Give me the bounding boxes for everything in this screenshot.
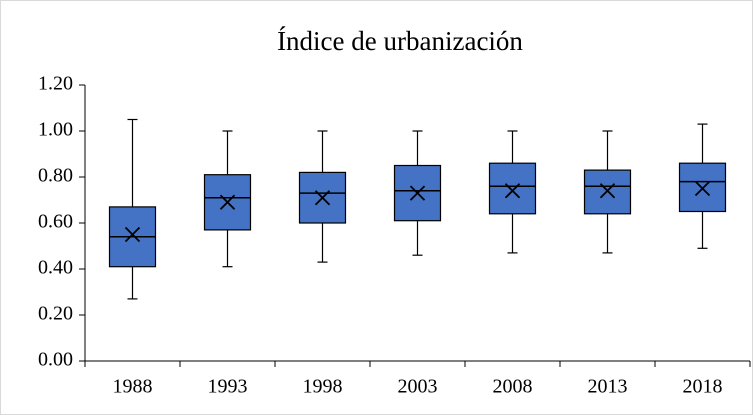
mean-marker [409,185,426,201]
y-tick-label: 1.00 [38,119,73,141]
x-tick-label: 2018 [683,376,723,398]
y-tick-label: 0.40 [38,257,73,279]
x-tick-label: 2013 [588,376,628,398]
y-tick-label: 1.20 [38,73,73,95]
mean-marker [504,183,521,199]
x-tick-label: 2008 [493,376,533,398]
mean-marker [219,194,236,210]
x-tick-label: 1988 [113,376,153,398]
x-tick-label: 2003 [398,376,438,398]
box [488,162,537,215]
chart-title: Índice de urbanización [277,26,523,56]
y-tick-label: 0.20 [38,303,73,325]
y-tick-label: 0.00 [38,349,73,371]
y-tick-label: 0.80 [38,165,73,187]
mean-marker [694,180,711,197]
mean-marker [124,226,141,243]
y-tick-label: 0.60 [38,211,73,233]
mean-marker [314,190,331,206]
x-tick-label: 1993 [208,376,248,398]
x-tick-label: 1998 [303,376,343,398]
mean-marker [599,183,616,199]
